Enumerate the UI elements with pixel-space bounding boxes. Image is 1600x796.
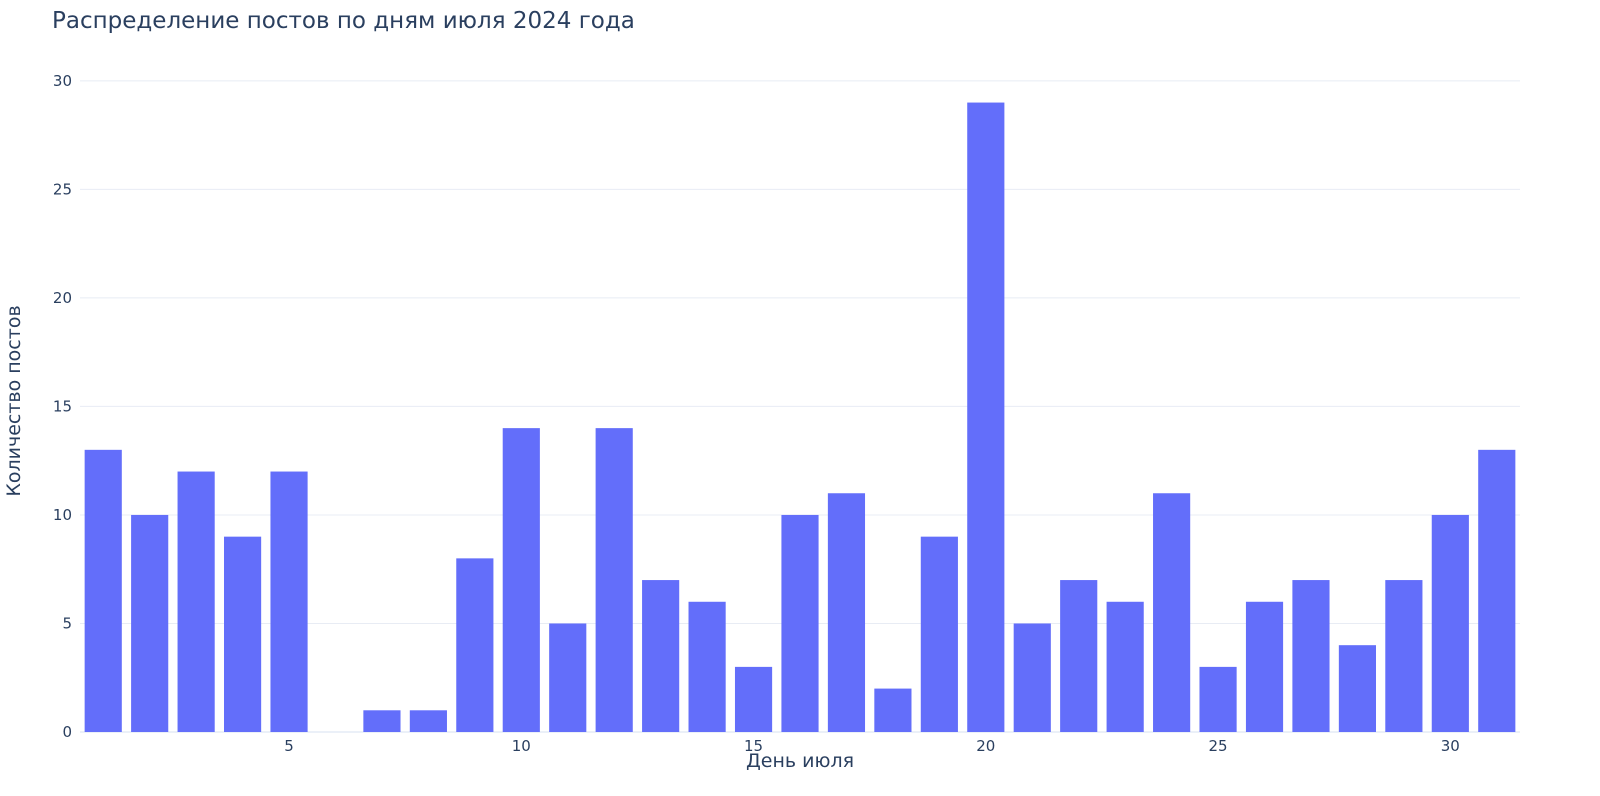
y-tick-label: 15: [53, 397, 72, 415]
bar[interactable]: [1431, 514, 1469, 732]
bar[interactable]: [549, 623, 587, 732]
x-tick-label: 25: [1209, 737, 1228, 755]
y-tick-label: 0: [62, 723, 72, 741]
x-axis-title: День июля: [746, 750, 854, 772]
y-tick-label: 20: [53, 289, 72, 307]
bar[interactable]: [920, 536, 958, 732]
bar[interactable]: [1338, 645, 1376, 732]
bar[interactable]: [1060, 580, 1098, 732]
bar[interactable]: [409, 710, 447, 732]
y-tick-label: 25: [53, 180, 72, 198]
bar[interactable]: [84, 449, 122, 732]
y-axis-ticks: 0 5 10 15 20 25 30: [53, 72, 72, 741]
x-tick-label: 5: [284, 737, 294, 755]
bar[interactable]: [1292, 580, 1330, 732]
bar[interactable]: [1385, 580, 1423, 732]
bar[interactable]: [688, 601, 726, 732]
y-tick-label: 5: [62, 614, 72, 632]
bar[interactable]: [224, 536, 262, 732]
bar[interactable]: [1153, 493, 1191, 732]
bar[interactable]: [642, 580, 680, 732]
bars: [84, 102, 1516, 733]
bar[interactable]: [967, 102, 1005, 733]
bar[interactable]: [456, 558, 494, 732]
x-axis-ticks: 5 10 15 20 25 30: [284, 737, 1460, 755]
bar[interactable]: [502, 428, 540, 732]
bar[interactable]: [1106, 601, 1144, 732]
chart-title: Распределение постов по дням июля 2024 г…: [52, 8, 635, 34]
y-tick-label: 10: [53, 506, 72, 524]
bar[interactable]: [595, 428, 633, 732]
bar[interactable]: [270, 471, 308, 732]
bar[interactable]: [1245, 601, 1284, 732]
bar[interactable]: [827, 493, 866, 732]
bar[interactable]: [781, 514, 819, 732]
bar[interactable]: [131, 514, 169, 732]
bar[interactable]: [177, 471, 215, 732]
y-axis-title: Количество постов: [3, 305, 25, 496]
x-tick-label: 15: [744, 737, 763, 755]
x-tick-label: 10: [512, 737, 531, 755]
bar[interactable]: [874, 688, 912, 732]
bar[interactable]: [363, 710, 401, 732]
bar[interactable]: [1013, 623, 1051, 732]
bar[interactable]: [734, 666, 773, 732]
x-tick-label: 30: [1441, 737, 1460, 755]
bar[interactable]: [1478, 449, 1516, 732]
x-tick-label: 20: [976, 737, 995, 755]
y-tick-label: 30: [53, 72, 72, 90]
bar[interactable]: [1199, 666, 1237, 732]
